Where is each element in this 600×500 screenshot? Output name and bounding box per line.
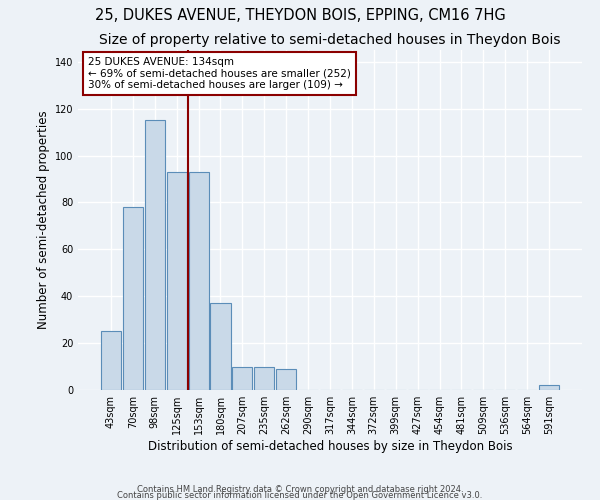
Bar <box>145 120 165 390</box>
Bar <box>167 172 187 390</box>
Text: 25 DUKES AVENUE: 134sqm
← 69% of semi-detached houses are smaller (252)
30% of s: 25 DUKES AVENUE: 134sqm ← 69% of semi-de… <box>88 57 351 90</box>
Bar <box>101 332 121 390</box>
Bar <box>254 366 274 390</box>
Bar <box>232 366 253 390</box>
Text: Contains public sector information licensed under the Open Government Licence v3: Contains public sector information licen… <box>118 490 482 500</box>
X-axis label: Distribution of semi-detached houses by size in Theydon Bois: Distribution of semi-detached houses by … <box>148 440 512 453</box>
Bar <box>211 303 230 390</box>
Title: Size of property relative to semi-detached houses in Theydon Bois: Size of property relative to semi-detach… <box>99 34 561 48</box>
Text: 25, DUKES AVENUE, THEYDON BOIS, EPPING, CM16 7HG: 25, DUKES AVENUE, THEYDON BOIS, EPPING, … <box>95 8 505 22</box>
Bar <box>276 369 296 390</box>
Bar <box>188 172 209 390</box>
Y-axis label: Number of semi-detached properties: Number of semi-detached properties <box>37 110 50 330</box>
Bar <box>539 386 559 390</box>
Bar <box>123 207 143 390</box>
Text: Contains HM Land Registry data © Crown copyright and database right 2024.: Contains HM Land Registry data © Crown c… <box>137 484 463 494</box>
